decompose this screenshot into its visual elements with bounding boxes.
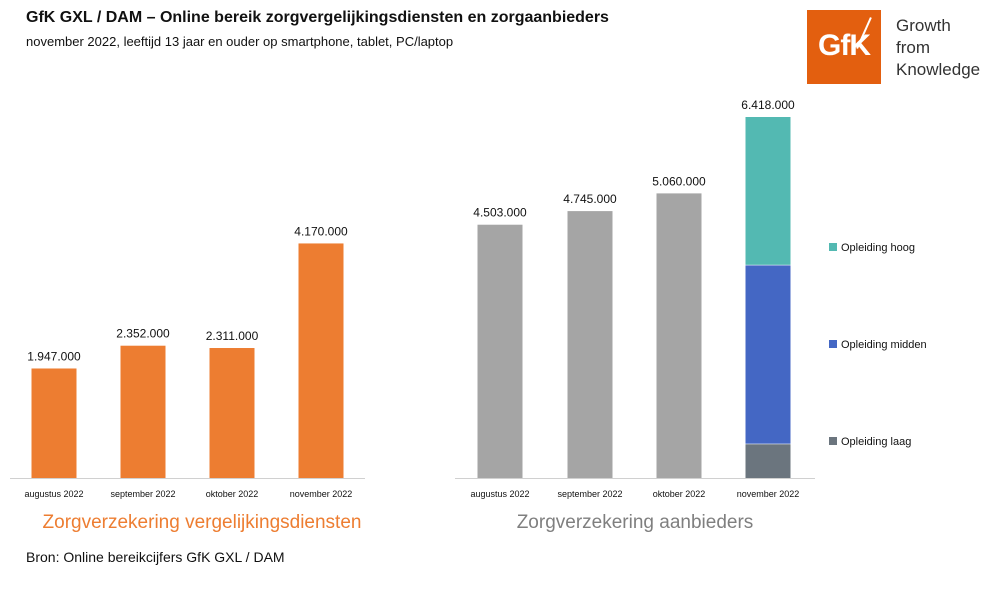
bar-segment-opleiding-hoog [745, 117, 791, 265]
bar [567, 211, 613, 478]
bar [120, 345, 166, 478]
data-label: 2.311.000 [206, 329, 259, 343]
bar [209, 348, 255, 478]
bar [477, 224, 523, 478]
legend-swatch-opleiding-laag [829, 437, 837, 445]
x-tick-label: augustus 2022 [470, 489, 529, 499]
bar [656, 193, 702, 478]
data-label: 4.170.000 [294, 224, 348, 238]
x-tick-label: oktober 2022 [206, 489, 259, 499]
data-label: 5.060.000 [652, 174, 706, 188]
data-label: 6.418.000 [741, 98, 795, 112]
x-tick-label: november 2022 [290, 489, 353, 499]
data-label: 4.503.000 [473, 206, 527, 220]
data-label: 1.947.000 [27, 349, 81, 363]
x-tick-label: oktober 2022 [653, 489, 706, 499]
x-tick-label: september 2022 [557, 489, 622, 499]
x-tick-label: november 2022 [737, 489, 800, 499]
legend-swatch-opleiding-midden [829, 340, 837, 348]
data-label: 2.352.000 [116, 327, 170, 341]
chart-title: Zorgverzekering vergelijkingsdiensten [43, 512, 362, 533]
page-title: GfK GXL / DAM – Online bereik zorgvergel… [26, 9, 609, 26]
legend-swatch-opleiding-hoog [829, 243, 837, 251]
x-tick-label: augustus 2022 [24, 489, 83, 499]
bar-segment-opleiding-midden [745, 264, 791, 444]
x-tick-label: september 2022 [110, 489, 175, 499]
gfk-tagline: Growth from Knowledge [896, 15, 980, 81]
data-label: 4.745.000 [563, 192, 617, 206]
legend-label: Opleiding laag [841, 436, 911, 448]
tagline-line-3: Knowledge [896, 60, 981, 79]
page-subtitle: november 2022, leeftijd 13 jaar en ouder… [26, 34, 454, 49]
tagline-line-1: Growth [896, 16, 951, 35]
bar [298, 243, 344, 478]
chart-title: Zorgverzekering aanbieders [517, 512, 754, 533]
source-note: Bron: Online bereikcijfers GfK GXL / DAM [26, 549, 285, 565]
tagline-line-2: from [896, 38, 930, 57]
bar-segment-opleiding-laag [745, 443, 791, 478]
legend-label: Opleiding midden [841, 339, 927, 351]
legend-label: Opleiding hoog [841, 242, 915, 254]
gfk-logo: GfK [807, 10, 881, 84]
bar [31, 368, 77, 478]
